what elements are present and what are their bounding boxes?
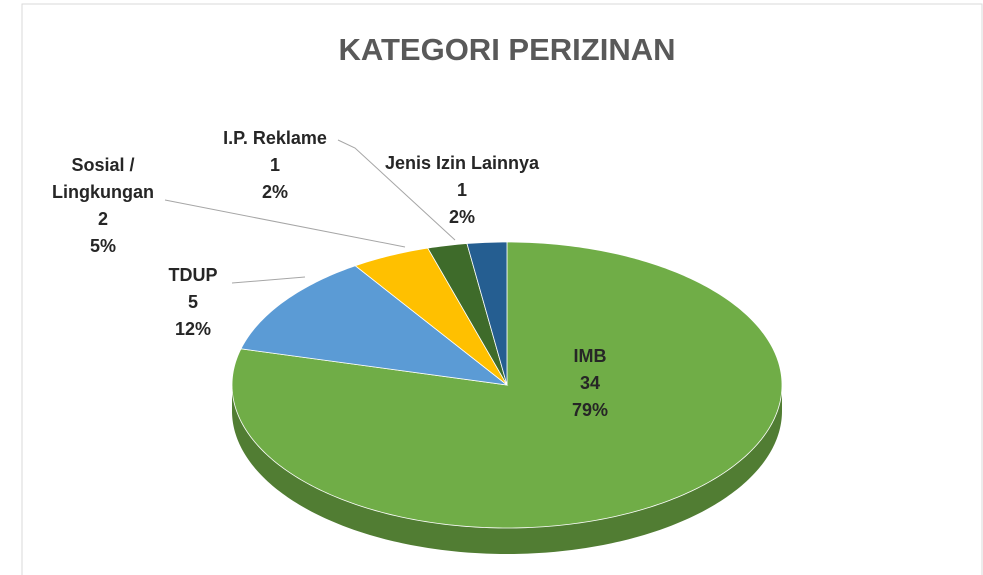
data-label: IMB 34 79% <box>510 343 670 424</box>
slice-side <box>232 385 782 554</box>
data-label: Jenis Izin Lainnya 1 2% <box>352 150 572 231</box>
label-name: TDUP <box>168 265 218 285</box>
slice <box>466 241 508 386</box>
label-percent: 79% <box>571 400 609 420</box>
label-percent: 2% <box>448 207 475 227</box>
label-value: 1 <box>456 180 467 200</box>
label-percent: 5% <box>89 236 116 256</box>
label-name: IMB <box>573 346 607 366</box>
label-value: 1 <box>269 155 280 175</box>
data-label: Sosial / Lingkungan 2 5% <box>38 152 168 260</box>
label-percent: 12% <box>174 319 212 339</box>
label-name: Jenis Izin Lainnya <box>384 153 540 173</box>
slice <box>354 247 508 386</box>
data-label: TDUP 5 12% <box>133 262 253 343</box>
leader-line <box>164 199 406 248</box>
label-name: I.P. Reklame <box>223 128 327 148</box>
label-value: 2 <box>97 209 108 229</box>
leader-line <box>231 276 306 284</box>
slice <box>240 265 509 386</box>
chart-title: KATEGORI PERIZINAN <box>339 32 676 67</box>
label-value: 5 <box>187 292 198 312</box>
label-name: Sosial / Lingkungan <box>52 155 154 202</box>
data-label: I.P. Reklame 1 2% <box>200 125 350 206</box>
pie <box>231 241 783 554</box>
label-value: 34 <box>579 373 601 393</box>
label-percent: 2% <box>261 182 288 202</box>
slice <box>427 243 508 386</box>
chart-border <box>21 3 983 575</box>
leader-line <box>337 139 456 241</box>
